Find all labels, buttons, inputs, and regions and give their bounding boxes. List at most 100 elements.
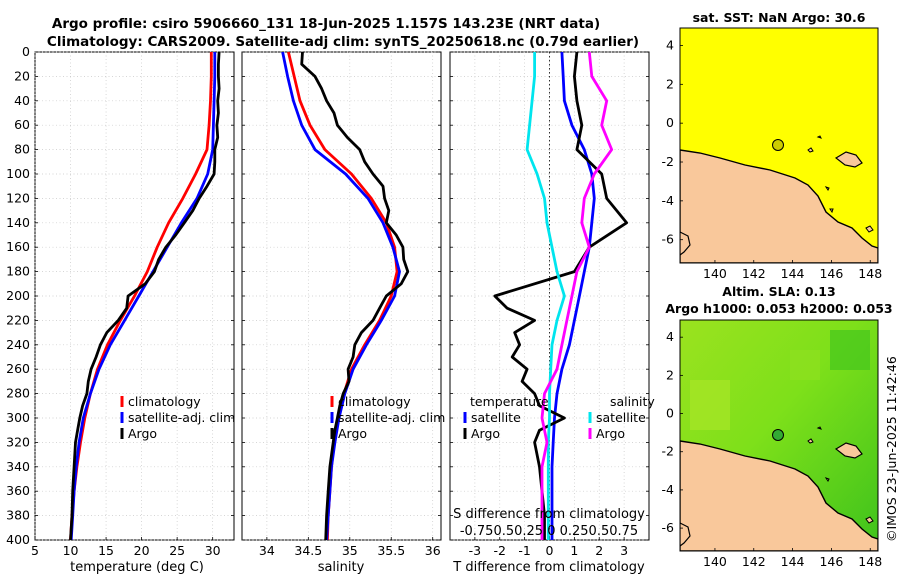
sla-map-frame [679, 319, 879, 552]
sla-map-ticks: 140 142 144 146 148 4 2 0 -2 -4 -6 [662, 329, 883, 569]
legend-label-s-argo: Argo [596, 426, 625, 441]
ytick-label: 300 [6, 410, 30, 425]
legend-label-satellite: satellite-adj. clim [338, 410, 445, 425]
sst-island [834, 151, 863, 168]
map-xtick-label: 140 [703, 266, 727, 281]
salinity-panel: 34 34.5 35 35.5 36 salinity climatology sate… [241, 51, 445, 575]
xtick-label: -2 [494, 543, 506, 558]
ytick-label: 400 [6, 532, 30, 547]
xtick-label: 2 [595, 543, 603, 558]
temperature-tick-labels: 5 10 15 20 25 30 [31, 543, 221, 558]
sla-land-island [680, 522, 691, 547]
s-difference-label: S difference from climatology [453, 507, 645, 522]
sla-map-subtitle: Argo h1000: 0.053 h2000: 0.053 [665, 301, 892, 316]
legend-label-climatology: climatology [338, 394, 411, 409]
salinity-xlabel: salinity [318, 560, 365, 575]
ytick-label: 160 [6, 239, 30, 254]
difference-legend: temperature salinity satellite Argo sate… [463, 394, 655, 441]
sla-patch [830, 330, 870, 370]
map-ytick-label: -4 [662, 482, 675, 497]
ytick-label: 0 [22, 44, 30, 59]
sla-patch [690, 380, 730, 430]
legend-header-temperature: temperature [470, 394, 549, 409]
figure-title: Argo profile: csiro 5906660_131 18-Jun-2… [52, 16, 600, 32]
map-ytick-label: -2 [662, 154, 674, 169]
series-line-argo [300, 52, 410, 540]
xtick-label: 1 [570, 543, 578, 558]
difference-xlabel: T difference from climatology [452, 560, 645, 575]
difference-series [493, 52, 628, 540]
xtick-label: 20 [134, 543, 150, 558]
xtick-label: 25 [169, 543, 185, 558]
sst-map-title: sat. SST: NaN Argo: 30.6 [693, 10, 866, 25]
ytick-label: 380 [6, 508, 30, 523]
legend-header-salinity: salinity [610, 394, 655, 409]
map-ytick-label: 4 [666, 329, 674, 344]
series-line-argo [69, 52, 221, 540]
ytick-label: 220 [6, 312, 30, 327]
ytick-label: 260 [6, 361, 30, 376]
map-ytick-label: 0 [666, 115, 674, 130]
map-xtick-label: 144 [781, 266, 805, 281]
series-line-s-satellite [525, 52, 566, 540]
ytick-label: 180 [6, 264, 30, 279]
sst-map-ticks: 140 142 144 146 148 4 2 0 -2 -4 -6 [662, 37, 883, 281]
ytick-label: 20 [14, 68, 30, 83]
temperature-legend: climatology satellite-adj. clim Argo [120, 394, 235, 441]
temperature-panel: 0 20 40 60 80 100 120 140 160 180 200 220 240 260 280 3… [6, 44, 235, 575]
map-xtick-label: 146 [819, 266, 843, 281]
map-ytick-label: 4 [666, 37, 674, 52]
xtick-label: 35.5 [377, 543, 405, 558]
series-line-satellite-adj-clim [69, 52, 217, 540]
difference-tick-labels: -3 -2 -1 0 1 2 3 [469, 543, 628, 558]
ytick-label: 360 [6, 483, 30, 498]
legend-label-satellite: satellite-adj. clim [128, 410, 235, 425]
ytick-label: 60 [14, 117, 30, 132]
xtick-label: 3 [620, 543, 628, 558]
sla-patch [790, 350, 820, 380]
sst-map-frame [679, 27, 879, 264]
map-ytick-label: -2 [662, 444, 674, 459]
xtick-label: 10 [63, 543, 79, 558]
salinity-series [281, 52, 410, 540]
sla-argo-marker [772, 429, 784, 441]
legend-label-t-argo: Argo [471, 426, 500, 441]
map-xtick-label: 148 [858, 554, 882, 569]
legend-label-climatology: climatology [128, 394, 201, 409]
ytick-label: 100 [6, 166, 30, 181]
map-ytick-label: -6 [662, 520, 675, 535]
xtick-label: 15 [98, 543, 114, 558]
ytick-label: 280 [6, 386, 30, 401]
ytick-label: 80 [14, 142, 30, 157]
sst-land-island [680, 231, 691, 256]
map-ytick-label: 2 [666, 76, 674, 91]
salinity-tick-labels: 34 34.5 35 35.5 36 [259, 543, 441, 558]
xtick-label: -1 [518, 543, 530, 558]
difference-panel: -3 -2 -1 0 1 2 3 T difference from climatology… [449, 51, 655, 575]
sla-island [834, 442, 863, 459]
ytick-label: 140 [6, 215, 30, 230]
s-difference-ticks: -0.750.50.25 0 0.250.50.75 [460, 524, 638, 539]
ytick-label: 200 [6, 288, 30, 303]
legend-label-argo: Argo [338, 426, 367, 441]
sst-map: sat. SST: NaN Argo: 30.6 140 142 144 146 148… [662, 10, 883, 281]
xtick-label: 30 [205, 543, 221, 558]
map-xtick-label: 148 [858, 266, 882, 281]
series-line-satellite-adj-clim [281, 52, 401, 540]
salinity-grid [242, 51, 441, 541]
xtick-label: 34 [259, 543, 275, 558]
map-ytick-label: 2 [666, 367, 674, 382]
sla-map: Altim. SLA: 0.13 Argo h1000: 0.053 h2000… [662, 284, 893, 569]
imos-credit: ©IMOS 23-Jun-2025 11:42:46 [884, 356, 899, 542]
sst-land [680, 149, 878, 263]
ytick-label: 240 [6, 337, 30, 352]
map-xtick-label: 144 [781, 554, 805, 569]
ytick-label: 320 [6, 434, 30, 449]
temperature-xlabel: temperature (deg C) [70, 560, 204, 575]
series-line-s-argo [540, 52, 614, 540]
map-xtick-label: 140 [703, 554, 727, 569]
temperature-series [69, 52, 221, 540]
xtick-label: 5 [31, 543, 39, 558]
legend-label-argo: Argo [128, 426, 157, 441]
xtick-label: 36 [425, 543, 441, 558]
